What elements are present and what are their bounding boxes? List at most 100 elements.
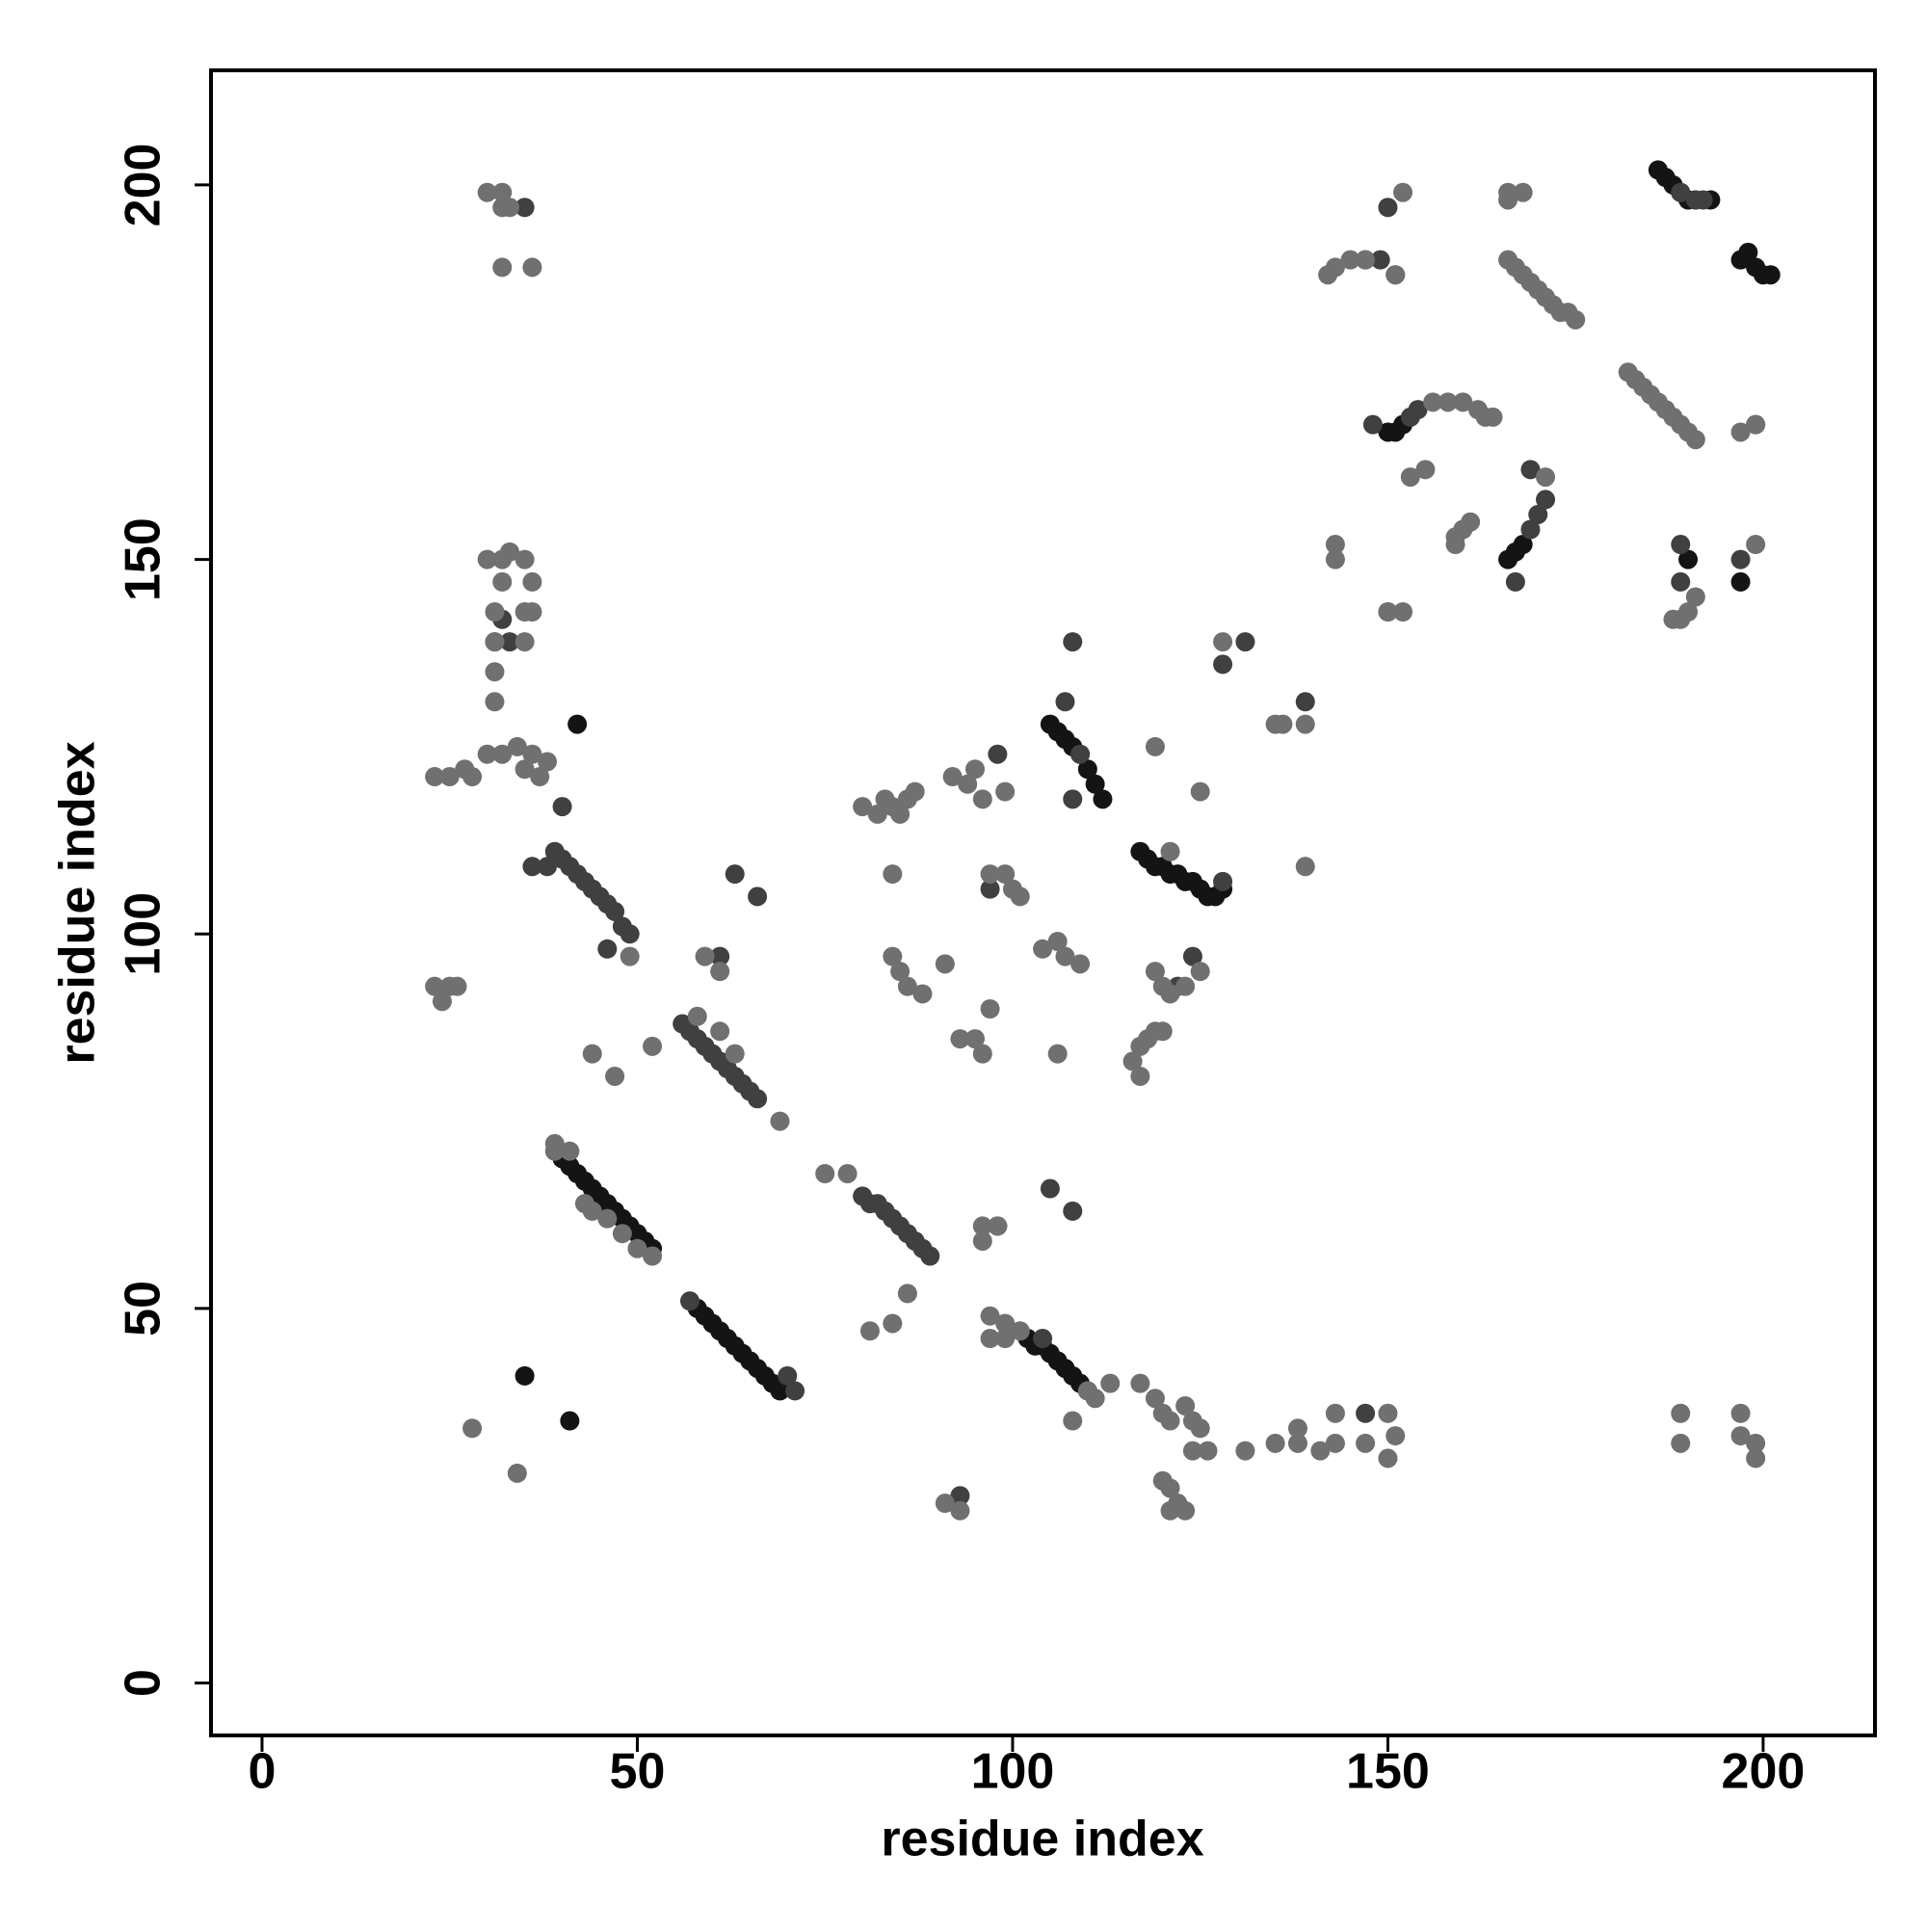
point xyxy=(1685,430,1705,450)
point xyxy=(710,962,730,982)
point xyxy=(1730,549,1751,569)
point xyxy=(1182,1441,1202,1461)
point xyxy=(1671,1433,1691,1453)
y-tick-label: 150 xyxy=(116,517,172,601)
point xyxy=(485,692,505,712)
point xyxy=(582,1201,602,1221)
point xyxy=(432,992,452,1012)
point xyxy=(679,1291,700,1311)
point xyxy=(1070,954,1091,974)
point xyxy=(1160,1478,1180,1498)
point xyxy=(1047,932,1068,952)
point xyxy=(995,1313,1016,1334)
point xyxy=(1483,407,1503,427)
point xyxy=(515,632,535,652)
point xyxy=(1160,984,1180,1004)
point xyxy=(897,1284,917,1304)
point xyxy=(950,1486,970,1506)
point xyxy=(1325,1433,1345,1453)
point xyxy=(912,984,933,1004)
point xyxy=(958,774,978,794)
point xyxy=(522,602,542,622)
point xyxy=(710,1021,730,1042)
point xyxy=(1415,460,1436,480)
x-tick-label: 0 xyxy=(249,1744,277,1800)
point xyxy=(582,1044,602,1064)
point xyxy=(1033,939,1053,959)
point xyxy=(1160,1411,1180,1431)
point xyxy=(1033,1329,1053,1349)
point xyxy=(485,632,505,652)
point xyxy=(1295,714,1315,734)
point xyxy=(1160,1500,1180,1521)
point xyxy=(980,1329,1000,1349)
point xyxy=(477,182,497,202)
point xyxy=(500,632,520,652)
plot-frame xyxy=(209,68,1877,1737)
point xyxy=(1152,1021,1173,1042)
point xyxy=(897,976,917,996)
point xyxy=(1370,250,1390,270)
point xyxy=(687,1006,707,1026)
point xyxy=(1287,1418,1307,1439)
point xyxy=(972,1216,992,1236)
point xyxy=(1378,198,1398,218)
point xyxy=(1505,571,1525,592)
point xyxy=(1295,692,1315,712)
point xyxy=(995,1329,1016,1349)
point xyxy=(853,797,873,817)
point xyxy=(515,549,535,569)
point xyxy=(597,1208,618,1229)
point xyxy=(1213,654,1233,675)
point xyxy=(605,901,625,921)
point xyxy=(560,1411,580,1431)
point xyxy=(507,736,527,756)
point xyxy=(568,714,588,734)
point xyxy=(1145,1389,1165,1409)
point xyxy=(980,864,1000,885)
point xyxy=(1386,265,1406,285)
point xyxy=(500,198,520,218)
point xyxy=(492,257,513,278)
point xyxy=(485,602,505,622)
point xyxy=(425,767,445,787)
point xyxy=(1175,1395,1196,1416)
point xyxy=(1077,1381,1097,1401)
point xyxy=(1356,1433,1376,1453)
point xyxy=(883,1313,903,1334)
point xyxy=(462,1418,483,1439)
point xyxy=(748,1089,768,1109)
point xyxy=(425,976,445,996)
point xyxy=(1438,392,1458,412)
point xyxy=(710,946,730,966)
point xyxy=(1325,549,1345,569)
point xyxy=(695,946,715,966)
point xyxy=(612,1224,632,1244)
point xyxy=(1400,467,1420,488)
point xyxy=(530,767,550,787)
point xyxy=(1671,182,1691,202)
point xyxy=(1393,602,1413,622)
point xyxy=(1378,1403,1398,1423)
point xyxy=(492,571,513,592)
point xyxy=(1213,632,1233,652)
point xyxy=(544,1141,565,1161)
point xyxy=(522,257,542,278)
point xyxy=(485,662,505,682)
point xyxy=(1145,962,1165,982)
point xyxy=(1671,1403,1691,1423)
point xyxy=(515,1365,535,1386)
point xyxy=(972,789,992,809)
point xyxy=(522,857,542,877)
point xyxy=(770,1111,790,1131)
point xyxy=(1730,1426,1751,1446)
point xyxy=(1175,1500,1196,1521)
point xyxy=(643,1036,663,1056)
point xyxy=(1520,460,1541,480)
point xyxy=(1047,1044,1068,1064)
point xyxy=(477,744,497,764)
point xyxy=(1070,744,1091,764)
y-tick-label: 50 xyxy=(116,1281,172,1337)
point xyxy=(1235,1441,1255,1461)
point xyxy=(462,767,483,787)
